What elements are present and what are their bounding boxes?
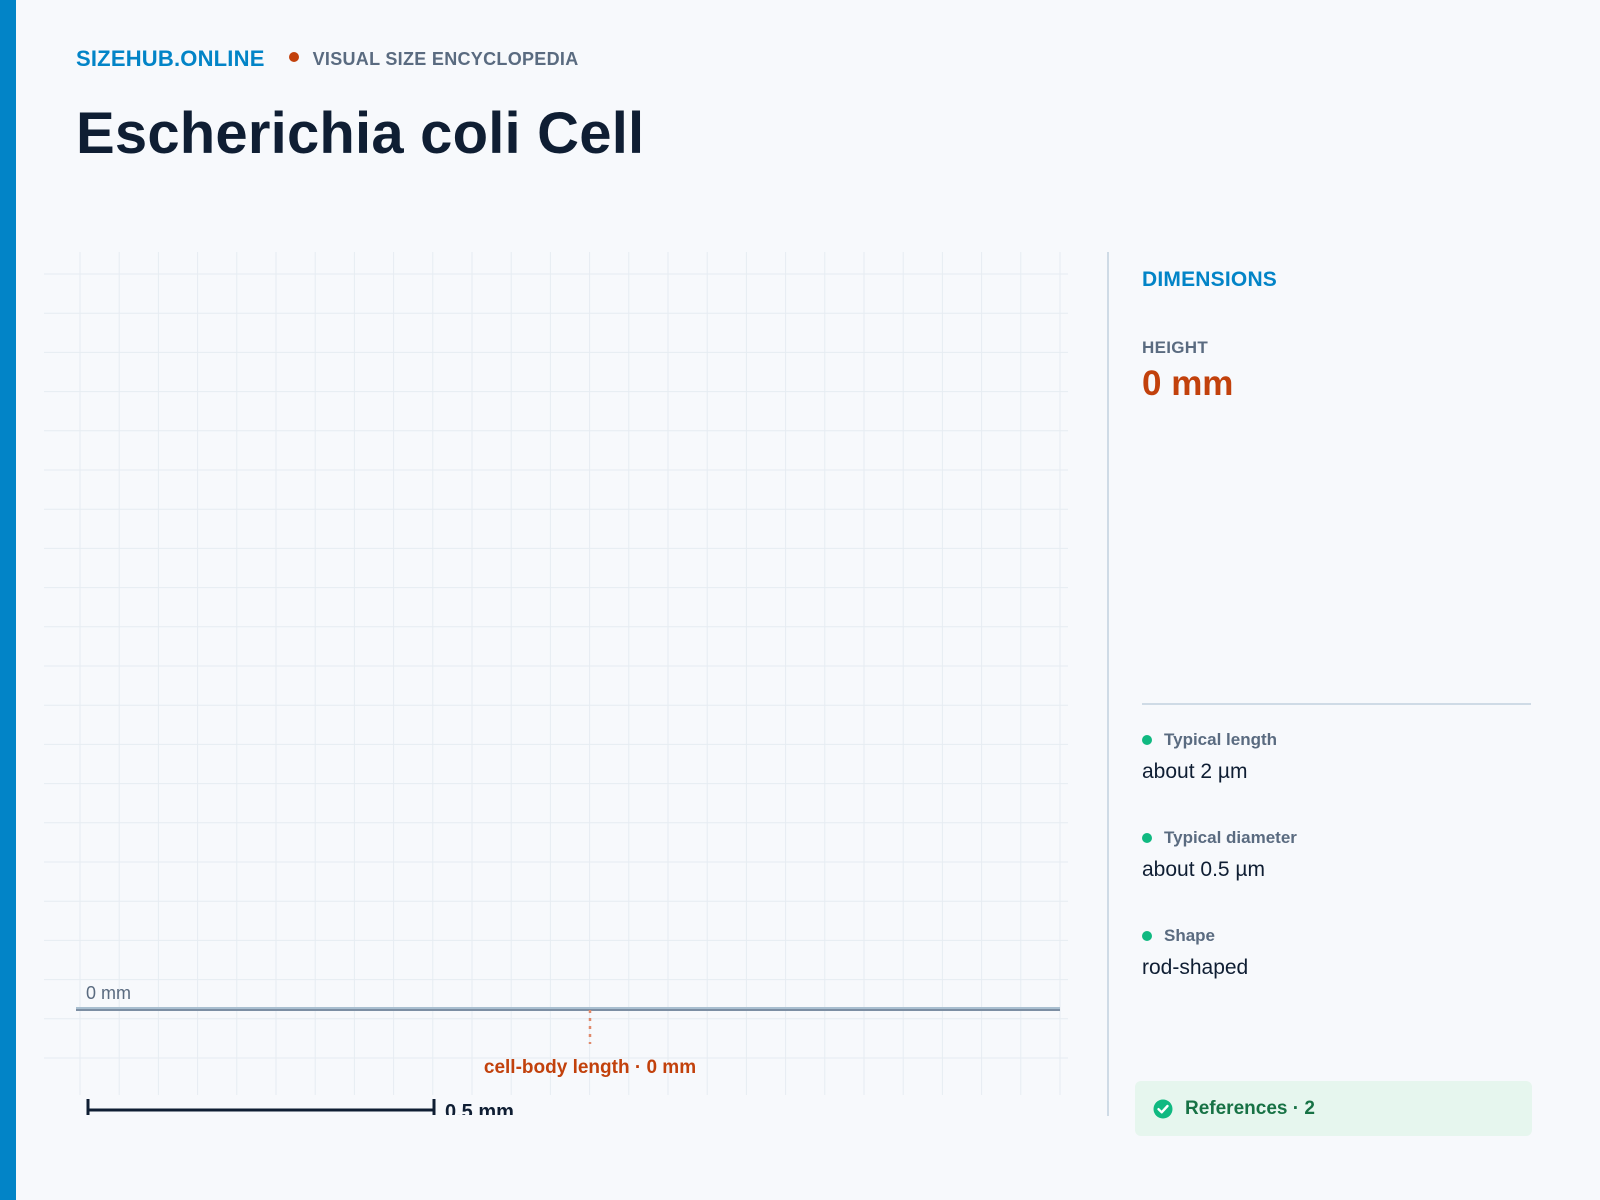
height-label: HEIGHT bbox=[1142, 338, 1209, 357]
fact-label: Typical diameter bbox=[1164, 828, 1297, 847]
brand-accent-bar bbox=[0, 0, 16, 1200]
separator-dot-icon bbox=[288, 52, 299, 62]
height-value: 0 mm bbox=[1142, 364, 1234, 403]
check-circle-icon bbox=[1153, 1099, 1173, 1119]
site-header: SIZEHUB.ONLINE VISUAL SIZE ENCYCLOPEDIA bbox=[76, 46, 579, 72]
fact-typical-length: Typical length about 2 µm bbox=[1142, 730, 1532, 784]
size-canvas: 0 mm cell-body length · 0 mm 0.5 mm bbox=[44, 252, 1090, 1115]
fact-value: about 2 µm bbox=[1142, 760, 1248, 783]
scale-bar-label: 0.5 mm bbox=[445, 1101, 514, 1115]
measure-label: cell-body length · 0 mm bbox=[484, 1057, 696, 1078]
site-name-link[interactable]: SIZEHUB.ONLINE bbox=[76, 46, 265, 71]
dimensions-title: DIMENSIONS bbox=[1142, 268, 1278, 291]
bullet-dot-icon bbox=[1142, 931, 1152, 941]
fact-value: about 0.5 µm bbox=[1142, 858, 1266, 881]
references-button[interactable]: References · 2 bbox=[1135, 1081, 1532, 1136]
references-label: References · 2 bbox=[1185, 1097, 1315, 1119]
baseline-label: 0 mm bbox=[86, 983, 131, 1003]
scale-bar bbox=[86, 1099, 436, 1115]
baseline-line bbox=[76, 1007, 1060, 1010]
site-tagline: VISUAL SIZE ENCYCLOPEDIA bbox=[312, 48, 579, 69]
dimensions-divider bbox=[1142, 703, 1531, 705]
bullet-dot-icon bbox=[1142, 735, 1152, 745]
bullet-dot-icon bbox=[1142, 833, 1152, 843]
baseline-shadow bbox=[76, 1009, 1060, 1011]
fact-shape: Shape rod-shaped bbox=[1142, 926, 1532, 980]
fact-typical-diameter: Typical diameter about 0.5 µm bbox=[1142, 828, 1532, 882]
fact-label: Shape bbox=[1164, 926, 1216, 945]
background-grid bbox=[44, 252, 1068, 1095]
fact-value: rod-shaped bbox=[1142, 956, 1249, 979]
size-canvas-svg: 0 mm cell-body length · 0 mm 0.5 mm bbox=[44, 252, 1068, 1115]
fact-label: Typical length bbox=[1164, 730, 1278, 749]
page-title: Escherichia coli Cell bbox=[76, 101, 645, 166]
panel-divider bbox=[1107, 252, 1109, 1116]
